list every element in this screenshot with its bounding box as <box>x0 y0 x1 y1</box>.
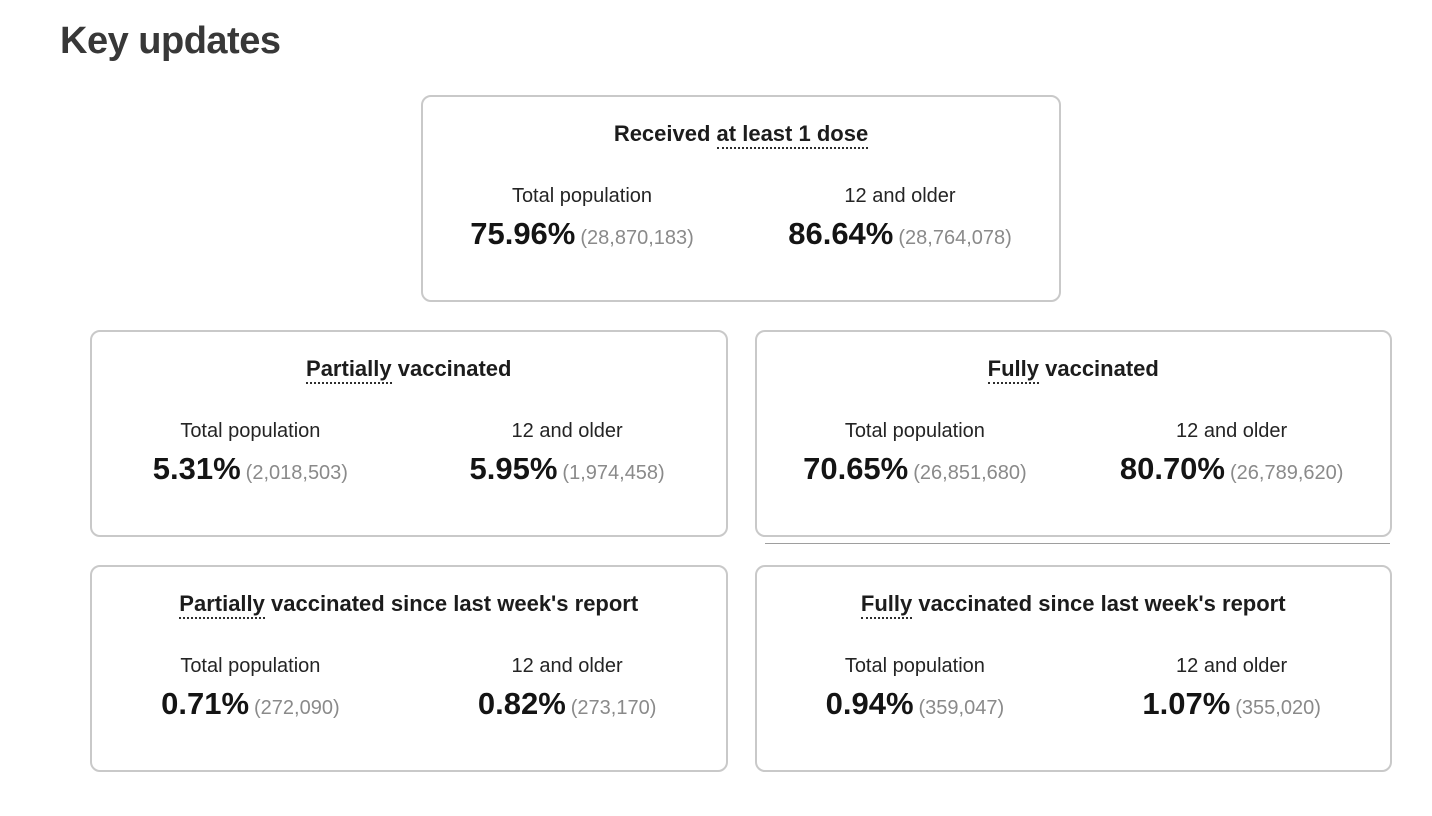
card-partially-vaccinated: Partially vaccinated Total population 5.… <box>90 330 728 537</box>
stat-label: 12 and older <box>1176 655 1288 677</box>
stat-count: (26,789,620) <box>1229 462 1344 484</box>
stat-count: (28,870,183) <box>580 227 694 249</box>
card-title-suffix: vaccinated since last week's report <box>264 591 639 616</box>
stat-label: Total population <box>180 420 321 442</box>
stat-total-population: Total population 5.31% (2,018,503) <box>92 420 409 487</box>
stat-count: (355,020) <box>1235 697 1321 719</box>
definition-term-at-least-1-dose[interactable]: at least 1 dose <box>716 121 869 149</box>
key-updates-page: Key updates Received at least 1 dose Tot… <box>0 20 1432 772</box>
page-title: Key updates <box>60 20 281 62</box>
card-title: Received at least 1 dose <box>423 121 1059 149</box>
stat-value: 0.94% (359,047) <box>757 686 1074 722</box>
stat-count: (272,090) <box>254 697 340 719</box>
card-title: Partially vaccinated since last week's r… <box>92 591 726 619</box>
stat-value: 86.64% (28,764,078) <box>741 216 1059 252</box>
stat-label: Total population <box>511 185 653 207</box>
definition-term-partially[interactable]: Partially <box>306 356 392 384</box>
top-card-row: Received at least 1 dose Total populatio… <box>90 95 1392 302</box>
middle-card-row: Partially vaccinated Total population 5.… <box>90 330 1392 544</box>
stat-value: 80.70% (26,789,620) <box>1073 451 1390 487</box>
card-title: Partially vaccinated <box>92 356 726 384</box>
stat-value: 70.65% (26,851,680) <box>757 451 1074 487</box>
card-stats: Total population 0.94% (359,047) 12 and o… <box>757 655 1391 722</box>
stat-count: (28,764,078) <box>898 227 1012 249</box>
stat-label: Total population <box>844 655 985 677</box>
stat-count: (359,047) <box>918 697 1005 719</box>
card-partially-vaccinated-since-last-week: Partially vaccinated since last week's r… <box>90 565 728 772</box>
stat-label: Total population <box>844 420 985 442</box>
stat-value: 75.96% (28,870,183) <box>423 216 741 252</box>
card-title-suffix: vaccinated since last week's report <box>912 591 1286 616</box>
card-stats: Total population 5.31% (2,018,503) 12 and… <box>92 420 726 487</box>
stat-value: 5.95% (1,974,458) <box>409 451 726 487</box>
stat-12-and-older: 12 and older 80.70% (26,789,620) <box>1073 420 1390 487</box>
summary-cards: Received at least 1 dose Total populatio… <box>90 95 1392 772</box>
card-title: Fully vaccinated <box>757 356 1391 384</box>
stat-label: 12 and older <box>511 420 623 442</box>
card-title-prefix: Received <box>613 121 717 146</box>
stat-percent: 86.64% <box>788 216 894 251</box>
card-received-at-least-1-dose: Received at least 1 dose Total populatio… <box>421 95 1061 302</box>
stat-total-population: Total population 75.96% (28,870,183) <box>423 185 741 252</box>
card-stats: Total population 75.96% (28,870,183) 12 a… <box>423 185 1059 252</box>
stat-percent: 1.07% <box>1142 686 1231 721</box>
card-title-suffix: vaccinated <box>1039 356 1159 381</box>
stat-percent: 80.70% <box>1119 451 1225 486</box>
stat-12-and-older: 12 and older 0.82% (273,170) <box>409 655 726 722</box>
stat-percent: 5.31% <box>152 451 241 486</box>
stat-value: 1.07% (355,020) <box>1073 686 1390 722</box>
stat-12-and-older: 12 and older 1.07% (355,020) <box>1073 655 1390 722</box>
stat-12-and-older: 12 and older 5.95% (1,974,458) <box>409 420 726 487</box>
card-fully-vaccinated: Fully vaccinated Total population 70.65%… <box>754 330 1392 544</box>
stat-value: 0.82% (273,170) <box>409 686 726 722</box>
stat-percent: 5.95% <box>469 451 558 486</box>
stat-percent: 0.71% <box>161 686 250 721</box>
card-stats: Total population 70.65% (26,851,680) 12 a… <box>757 420 1391 487</box>
definition-term-partially[interactable]: Partially <box>179 591 265 619</box>
definition-term-fully[interactable]: Fully <box>860 591 913 619</box>
stat-percent: 0.94% <box>825 686 914 721</box>
stat-total-population: Total population 0.71% (272,090) <box>92 655 409 722</box>
stat-total-population: Total population 0.94% (359,047) <box>757 655 1074 722</box>
card-stats: Total population 0.71% (272,090) 12 and o… <box>92 655 726 722</box>
stat-count: (2,018,503) <box>245 462 348 484</box>
stat-count: (273,170) <box>570 697 657 719</box>
stat-12-and-older: 12 and older 86.64% (28,764,078) <box>741 185 1059 252</box>
bottom-card-row: Partially vaccinated since last week's r… <box>90 565 1392 772</box>
card-title: Fully vaccinated since last week's repor… <box>757 591 1391 619</box>
stat-total-population: Total population 70.65% (26,851,680) <box>757 420 1074 487</box>
definition-term-fully[interactable]: Fully <box>987 356 1039 384</box>
card-title-suffix: vaccinated <box>391 356 512 381</box>
stat-value: 0.71% (272,090) <box>92 686 409 722</box>
stat-label: Total population <box>180 655 321 677</box>
stat-percent: 0.82% <box>477 686 566 721</box>
stat-value: 5.31% (2,018,503) <box>92 451 409 487</box>
stat-count: (26,851,680) <box>913 462 1027 484</box>
stat-percent: 70.65% <box>803 451 909 486</box>
stat-label: 12 and older <box>511 655 623 677</box>
stat-percent: 75.96% <box>470 216 576 251</box>
stat-label: 12 and older <box>844 185 956 207</box>
card-fully-vaccinated-since-last-week: Fully vaccinated since last week's repor… <box>754 565 1392 772</box>
stat-count: (1,974,458) <box>562 462 665 484</box>
stat-label: 12 and older <box>1176 420 1288 442</box>
